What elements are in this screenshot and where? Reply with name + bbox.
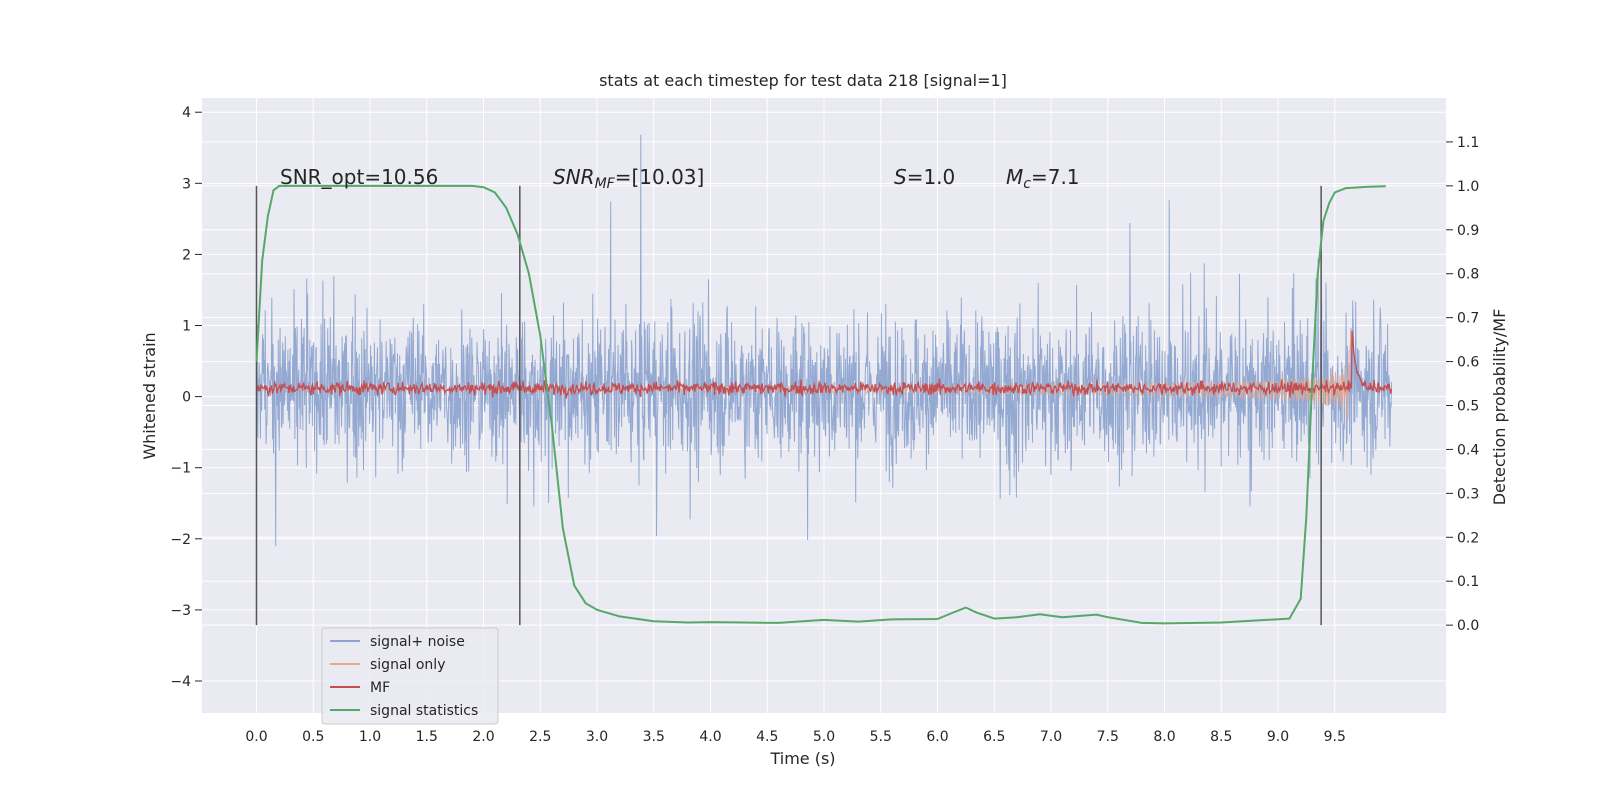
x-tick-label: 7.0: [1040, 729, 1062, 745]
annotation-snr-mf-base: SNR: [553, 165, 595, 189]
x-tick-label: 3.5: [643, 729, 665, 745]
legend-label-signal-only: signal only: [370, 657, 445, 673]
x-tick-label: 5.0: [813, 729, 835, 745]
x-tick-label: 7.5: [1097, 729, 1119, 745]
y-right-tick-label: 0.6: [1457, 355, 1479, 371]
annotation-s-value: =1.0: [907, 165, 956, 189]
y-tick-label: 0: [182, 390, 191, 406]
vertical-markers: [255, 185, 1322, 626]
y-axis-label: Whitened strain: [140, 332, 159, 459]
x-tick-label: 5.5: [870, 729, 892, 745]
x-tick-label: 1.0: [359, 729, 381, 745]
y-tick-label: −2: [170, 532, 191, 548]
signal-statistics-line: [255, 184, 1386, 625]
y-axis-left-ticks: −4 −3 −2 −1 0 1 2 3 4: [170, 105, 202, 690]
x-tick-label: 4.5: [756, 729, 778, 745]
y-right-tick-label: 0.0: [1457, 618, 1479, 634]
x-tick-label: 6.5: [983, 729, 1005, 745]
x-tick-label: 9.0: [1267, 729, 1289, 745]
annotation-mc: Mc=7.1: [1006, 165, 1080, 192]
x-tick-label: 0.0: [245, 729, 267, 745]
mf-series: [256, 330, 1393, 399]
x-axis-label: Time (s): [769, 749, 835, 768]
annotation-snr-opt: SNR_opt=10.56: [280, 165, 438, 189]
x-tick-label: 9.5: [1324, 729, 1346, 745]
annotation-snr-mf: SNRMF=[10.03]: [553, 165, 704, 192]
y-axis-right-label: Detection probability/MF: [1490, 309, 1509, 506]
legend: signal+ noise signal only MF signal stat…: [321, 627, 499, 725]
signal-noise-line: [256, 134, 1392, 547]
annotation-snr-mf-sub: MF: [595, 176, 616, 192]
annotation-snr-mf-value: =[10.03]: [615, 165, 705, 189]
y-right-tick-label: 1.1: [1457, 135, 1479, 151]
y-right-tick-label: 0.2: [1457, 530, 1479, 546]
mf-line: [256, 330, 1393, 399]
y-tick-label: 4: [182, 105, 191, 121]
annotation-s-base: S: [894, 165, 907, 189]
x-tick-label: 2.0: [472, 729, 494, 745]
x-tick-label: 3.0: [586, 729, 608, 745]
y-tick-label: −1: [170, 461, 191, 477]
y-tick-label: −4: [170, 674, 191, 690]
signal-noise-series: [256, 134, 1392, 547]
y-right-tick-label: 0.5: [1457, 399, 1479, 415]
y-tick-label: 3: [182, 176, 191, 192]
y-right-tick-label: 0.1: [1457, 574, 1479, 590]
y-axis-right-ticks: 0.0 0.1 0.2 0.3 0.4 0.5 0.6 0.7 0.8 0.9 1.0 1.1: [1446, 135, 1479, 634]
x-tick-label: 8.5: [1210, 729, 1232, 745]
x-tick-label: 6.0: [926, 729, 948, 745]
y-right-tick-label: 0.7: [1457, 311, 1479, 327]
annotation-mc-base: M: [1006, 165, 1023, 189]
annotation-mc-value: =7.1: [1031, 165, 1080, 189]
y-right-tick-label: 0.8: [1457, 267, 1479, 283]
x-tick-label: 4.0: [699, 729, 721, 745]
y-right-tick-label: 0.4: [1457, 442, 1479, 458]
legend-box: [321, 627, 499, 725]
x-tick-label: 1.5: [416, 729, 438, 745]
legend-label-mf: MF: [370, 680, 390, 696]
x-axis-ticks: 0.0 0.5 1.0 1.5 2.0 2.5 3.0 3.5 4.0 4.5 5.0 5.5 6.0 6…: [245, 729, 1346, 745]
legend-label-signal-noise: signal+ noise: [370, 634, 465, 650]
legend-label-signal-statistics: signal statistics: [370, 703, 478, 719]
y-tick-label: −3: [170, 603, 191, 619]
y-tick-label: 1: [182, 319, 191, 335]
annotation-mc-sub: c: [1023, 176, 1031, 192]
x-tick-label: 2.5: [529, 729, 551, 745]
y-tick-label: 2: [182, 247, 191, 263]
signal-statistics-series: [255, 184, 1386, 625]
y-right-tick-label: 0.9: [1457, 223, 1479, 239]
y-right-tick-label: 0.3: [1457, 486, 1479, 502]
x-tick-label: 0.5: [302, 729, 324, 745]
y-right-tick-label: 1.0: [1457, 179, 1479, 195]
x-tick-label: 8.0: [1153, 729, 1175, 745]
annotation-s: S=1.0: [894, 165, 955, 189]
chart-title: stats at each timestep for test data 218…: [599, 71, 1007, 90]
